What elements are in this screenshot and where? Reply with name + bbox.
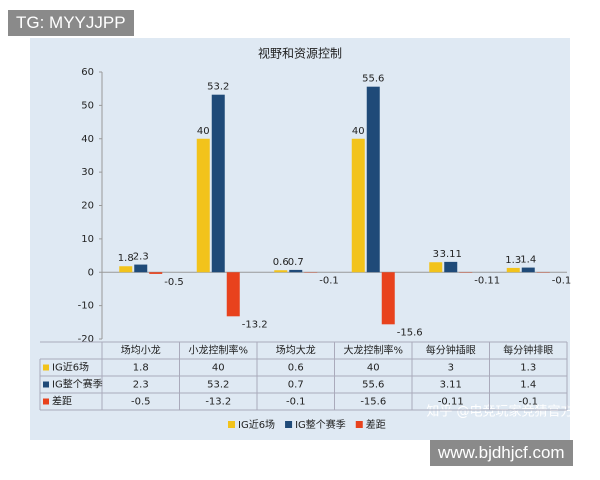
data-label: 0.7 bbox=[288, 257, 304, 268]
bar bbox=[351, 138, 365, 273]
y-tick-label: 0 bbox=[88, 267, 94, 278]
data-label: -0.5 bbox=[164, 277, 184, 288]
data-label: -0.11 bbox=[474, 276, 500, 287]
data-label: 2.3 bbox=[133, 252, 149, 263]
data-label: 3.11 bbox=[440, 249, 462, 260]
data-label: 40 bbox=[352, 126, 365, 137]
table-cell: -0.11 bbox=[438, 397, 464, 408]
data-label: 53.2 bbox=[207, 82, 229, 93]
chart-background bbox=[30, 38, 570, 440]
bar bbox=[381, 272, 395, 325]
x-tick-label: 小龙控制率% bbox=[188, 344, 248, 357]
table-cell: -0.1 bbox=[518, 397, 538, 408]
bar bbox=[226, 272, 240, 317]
table-cell: -0.1 bbox=[286, 397, 306, 408]
data-label: 1.4 bbox=[520, 255, 536, 266]
table-cell: 0.7 bbox=[288, 380, 304, 391]
x-tick-label: 每分钟排眼 bbox=[503, 344, 553, 357]
table-cell: -15.6 bbox=[360, 397, 386, 408]
table-cell: 1.4 bbox=[520, 380, 536, 391]
data-label: 0.6 bbox=[273, 257, 289, 268]
table-row-label: IG整个赛季 bbox=[52, 378, 103, 391]
table-cell: 2.3 bbox=[133, 380, 149, 391]
bar bbox=[119, 266, 133, 273]
x-tick-label: 每分钟插眼 bbox=[426, 344, 476, 357]
y-tick-label: -20 bbox=[78, 334, 94, 345]
y-tick-label: 20 bbox=[81, 201, 94, 212]
chart-title: 视野和资源控制 bbox=[258, 46, 342, 61]
table-cell: -13.2 bbox=[205, 397, 231, 408]
watermark: 知乎 @电竞玩家竞猜官方 bbox=[426, 404, 573, 420]
bar bbox=[521, 267, 535, 273]
x-tick-label: 大龙控制率% bbox=[343, 344, 403, 357]
table-cell: 40 bbox=[367, 363, 380, 374]
legend-swatch bbox=[228, 421, 235, 428]
legend-label: IG整个赛季 bbox=[295, 418, 346, 431]
data-label: 1.3 bbox=[505, 255, 521, 266]
table-cell: 1.3 bbox=[520, 363, 536, 374]
table-cell: 1.8 bbox=[133, 363, 149, 374]
y-tick-label: 30 bbox=[81, 167, 94, 178]
legend-swatch bbox=[43, 381, 49, 388]
table-row-label: IG近6场 bbox=[52, 361, 89, 374]
bar bbox=[134, 264, 148, 273]
y-tick-label: 60 bbox=[81, 67, 94, 78]
x-tick-label: 场均大龙 bbox=[276, 344, 316, 357]
bar bbox=[289, 269, 303, 273]
legend-swatch bbox=[355, 421, 363, 428]
table-cell: 3 bbox=[448, 363, 454, 374]
legend-swatch bbox=[285, 421, 293, 428]
data-label: -0.1 bbox=[552, 276, 572, 287]
data-label: 3 bbox=[433, 249, 439, 260]
bar bbox=[211, 94, 225, 273]
legend-label: IG近6场 bbox=[238, 418, 275, 431]
bar bbox=[506, 267, 520, 273]
table-cell: 55.6 bbox=[362, 380, 384, 391]
bottom-right-badge: www.bjdhjcf.com bbox=[430, 440, 573, 466]
y-tick-label: 50 bbox=[81, 100, 94, 111]
bar bbox=[444, 261, 458, 273]
y-tick-label: -10 bbox=[78, 301, 94, 312]
bar bbox=[196, 138, 210, 273]
legend-swatch bbox=[43, 398, 49, 405]
data-label: -15.6 bbox=[397, 327, 423, 338]
data-label: -13.2 bbox=[242, 319, 268, 330]
data-label: 40 bbox=[197, 126, 210, 137]
bar bbox=[149, 272, 163, 274]
table-cell: 3.11 bbox=[440, 380, 462, 391]
table-cell: 0.6 bbox=[288, 363, 304, 374]
table-cell: 53.2 bbox=[207, 380, 229, 391]
y-tick-label: 10 bbox=[81, 234, 94, 245]
bar bbox=[429, 262, 443, 273]
legend-label: 差距 bbox=[366, 418, 386, 431]
data-label: 55.6 bbox=[362, 74, 384, 85]
bar bbox=[366, 86, 380, 273]
x-tick-label: 场均小龙 bbox=[121, 344, 161, 357]
top-left-badge: TG: MYYJJPP bbox=[8, 10, 134, 36]
data-label: -0.1 bbox=[319, 276, 339, 287]
data-label: 1.8 bbox=[118, 253, 134, 264]
table-row-label: 差距 bbox=[52, 395, 72, 408]
table-cell: -0.5 bbox=[131, 397, 151, 408]
y-tick-label: 40 bbox=[81, 134, 94, 145]
legend-swatch bbox=[43, 364, 49, 371]
table-cell: 40 bbox=[212, 363, 225, 374]
bar bbox=[274, 270, 288, 273]
